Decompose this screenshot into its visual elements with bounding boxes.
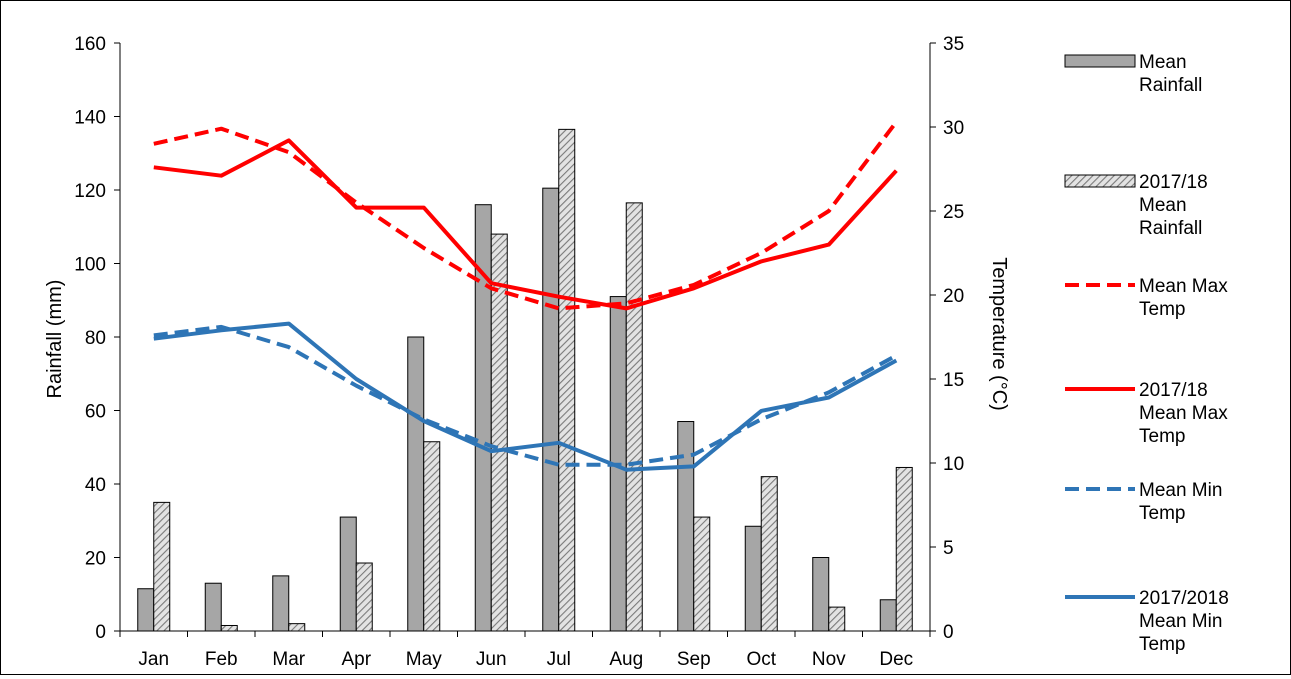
bar-2017-18-rainfall-aug [625, 202, 643, 632]
bar-2017-18-rainfall-feb [220, 624, 238, 632]
legend-label: Temp [1139, 299, 1185, 320]
bar-2017-18-rainfall-nov [828, 606, 846, 632]
y-left-tick-label: 0 [95, 622, 106, 643]
y-right-tick-label: 5 [943, 538, 954, 559]
bar-2017-18-rainfall-may [423, 441, 441, 632]
y-left-tick-label: 80 [85, 328, 106, 349]
legend-label: Rainfall [1139, 75, 1202, 96]
y-right-tick-label: 25 [943, 202, 964, 223]
y-left-tick-label: 20 [85, 549, 106, 570]
y-right-tick-label: 35 [943, 34, 964, 55]
y-right-tick-label: 20 [943, 286, 964, 307]
y-left-tick-label: 40 [85, 475, 106, 496]
bar-2017-18-rainfall-oct [760, 476, 778, 632]
bar-mean-rainfall-feb [204, 582, 222, 632]
bar-2017-18-rainfall-apr [355, 562, 373, 632]
bar-mean-rainfall-jul [542, 187, 560, 632]
line-2017-18-mean-max-temp [153, 138, 898, 311]
y-left-tick-label: 120 [74, 181, 106, 202]
x-tick-label-jan: Jan [138, 649, 169, 670]
line-mean-min-temp [153, 324, 898, 467]
legend-label: Mean [1139, 195, 1187, 216]
y-right-tick-label: 10 [943, 454, 964, 475]
bars-layer [137, 128, 913, 632]
legend-label: 2017/18 [1139, 380, 1208, 401]
y-left-tick-label: 60 [85, 402, 106, 423]
legend-label: Mean Min [1139, 480, 1222, 501]
legend-label: Mean Max [1139, 276, 1228, 297]
y-left-tick-label: 100 [74, 255, 106, 276]
bar-mean-rainfall-apr [339, 516, 357, 632]
line-2017-2018-mean-min-temp [153, 321, 898, 472]
x-tick-label-nov: Nov [812, 649, 846, 670]
legend-label: Mean Min [1139, 611, 1222, 632]
legend-label: Rainfall [1139, 218, 1202, 239]
y-right-axis-title: Temperature (°C) [988, 257, 1010, 411]
legend-label: Mean [1139, 52, 1187, 73]
line-mean-max-temp [153, 120, 898, 311]
legend-label: Temp [1139, 503, 1185, 524]
x-tick-label-feb: Feb [205, 649, 238, 670]
legend-label: Mean Max [1139, 403, 1228, 424]
y-right-tick-label: 15 [943, 370, 964, 391]
bar-2017-18-rainfall-sep [693, 516, 711, 632]
x-tick-label-may: May [406, 649, 442, 670]
legend-swatch [1064, 174, 1136, 188]
bar-2017-18-rainfall-mar [288, 623, 306, 632]
x-tick-label-aug: Aug [609, 649, 643, 670]
legend-label: 2017/2018 [1139, 588, 1229, 609]
bar-mean-rainfall-oct [744, 525, 762, 632]
bar-mean-rainfall-nov [812, 557, 830, 632]
x-tick-label-jun: Jun [476, 649, 507, 670]
axes-layer: 0 20 40 60 80 100 120 140 160 0 5 10 15 20 25 30 35 Jan Fe… [44, 34, 1010, 670]
x-tick-label-jul: Jul [547, 649, 571, 670]
bar-mean-rainfall-may [407, 336, 425, 632]
y-left-tick-label: 140 [74, 108, 106, 129]
bar-2017-18-rainfall-jul [558, 128, 576, 632]
y-right-tick-label: 30 [943, 118, 964, 139]
legend-label: Temp [1139, 634, 1185, 655]
x-tick-label-oct: Oct [746, 649, 776, 670]
bar-2017-18-rainfall-dec [895, 466, 913, 632]
y-left-tick-label: 160 [74, 34, 106, 55]
y-left-axis-title: Rainfall (mm) [44, 280, 66, 399]
bar-mean-rainfall-mar [272, 575, 290, 632]
lines-layer [153, 120, 898, 472]
x-tick-label-dec: Dec [879, 649, 913, 670]
y-right-tick-label: 0 [943, 622, 954, 643]
x-tick-label-apr: Apr [341, 649, 371, 670]
bar-mean-rainfall-jan [137, 588, 155, 632]
bar-2017-18-rainfall-jan [153, 501, 171, 632]
bar-mean-rainfall-dec [879, 599, 897, 632]
x-tick-label-mar: Mar [272, 649, 305, 670]
legend-label: Temp [1139, 426, 1185, 447]
legend-label: 2017/18 [1139, 172, 1208, 193]
x-tick-label-sep: Sep [677, 649, 711, 670]
legend-swatch [1064, 54, 1136, 68]
